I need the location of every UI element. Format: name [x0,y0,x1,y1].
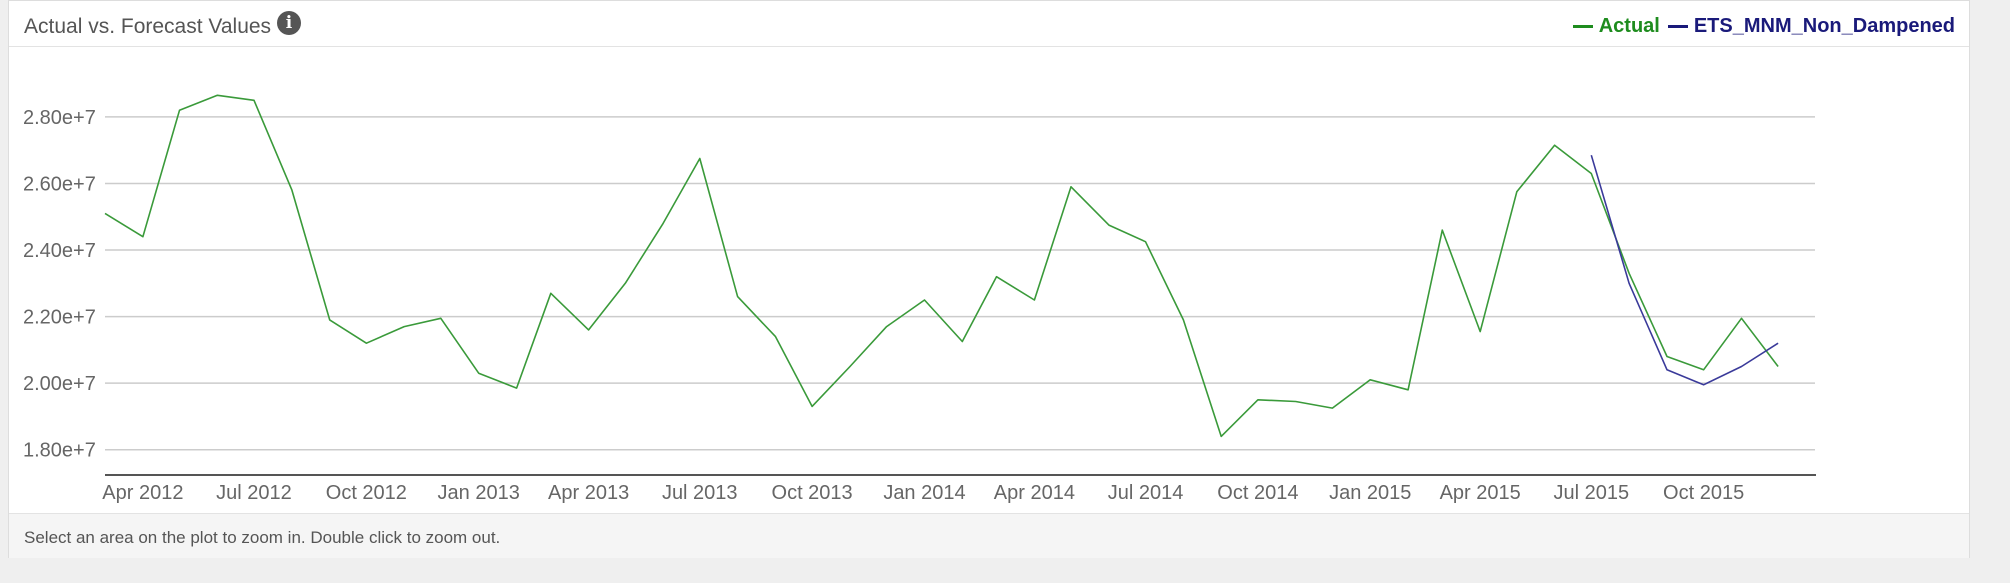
legend-label-forecast: ETS_MNM_Non_Dampened [1693,15,1955,37]
x-tick-label: Apr 2014 [994,482,1075,504]
x-tick-label: Oct 2015 [1663,482,1744,504]
line-chart-plot[interactable]: 1.80e+7 2.00e+7 2.20e+7 2.40e+7 2.60e+7 2.80e… [9,47,1969,513]
series-line-forecast[interactable] [1590,154,1779,386]
x-tick-label: Apr 2015 [1440,482,1521,504]
chart-panel: Actual vs. Forecast Values i Actual ETS_… [8,0,1970,558]
legend-item-forecast[interactable]: ETS_MNM_Non_Dampened [1667,15,1955,38]
zoom-hint-text: Select an area on the plot to zoom in. D… [24,528,501,547]
y-tick-label: 1.80e+7 [23,440,96,462]
x-tick-label: Jan 2014 [883,482,965,504]
panel-footer: Select an area on the plot to zoom in. D… [9,513,1969,558]
x-tick-label: Jul 2014 [1108,482,1184,504]
panel-header: Actual vs. Forecast Values i Actual ETS_… [9,1,1969,47]
y-tick-label: 2.00e+7 [23,373,96,395]
info-circle-icon[interactable]: i [277,11,301,35]
chart-legend: Actual ETS_MNM_Non_Dampened [1565,15,1955,38]
x-tick-label: Oct 2013 [772,482,853,504]
series-line-actual[interactable] [104,94,1779,438]
y-tick-label: 2.80e+7 [23,107,96,129]
legend-swatch-actual [1572,25,1593,28]
x-tick-label: Jul 2012 [216,482,292,504]
panel-title: Actual vs. Forecast Values [24,15,272,38]
x-axis-tick-labels: Apr 2012 Jul 2012 Oct 2012 Jan 2013 Apr 2013… [102,482,1744,504]
x-tick-label: Apr 2013 [548,482,629,504]
y-tick-label: 2.40e+7 [23,240,96,262]
x-tick-label: Oct 2012 [326,482,407,504]
legend-item-actual[interactable]: Actual [1572,15,1660,38]
grid-lines [105,116,1815,451]
legend-swatch-forecast [1667,25,1688,28]
x-tick-label: Jan 2013 [438,482,520,504]
x-tick-label: Apr 2012 [102,482,183,504]
y-axis-tick-labels: 1.80e+7 2.00e+7 2.20e+7 2.40e+7 2.60e+7 2.80e… [23,107,96,462]
x-tick-label: Jul 2015 [1553,482,1629,504]
legend-label-actual: Actual [1598,15,1660,37]
y-tick-label: 2.20e+7 [23,307,96,329]
x-tick-label: Oct 2014 [1217,482,1298,504]
series-lines [104,94,1779,438]
y-tick-label: 2.60e+7 [23,173,96,195]
x-tick-label: Jul 2013 [662,482,738,504]
x-tick-label: Jan 2015 [1329,482,1411,504]
